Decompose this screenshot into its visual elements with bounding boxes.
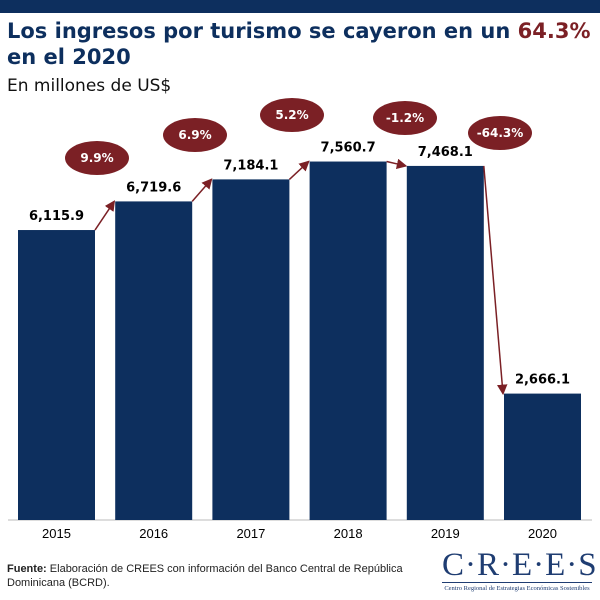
value-label-2015: 6,115.9 (29, 209, 84, 224)
growth-arrow-2 (191, 178, 213, 202)
growth-label-4: -1.2% (386, 111, 424, 125)
crees-logo: C·R·E·E·S Centro Regional de Estrategias … (442, 547, 598, 592)
growth-label-1: 9.9% (80, 151, 113, 165)
growth-label-3: 5.2% (275, 108, 308, 122)
title-text-2: en el 2020 (7, 45, 131, 69)
x-tick-2016: 2016 (139, 526, 168, 541)
bar-2015 (18, 230, 95, 520)
title-highlight: 64.3% (517, 19, 591, 43)
logo-tagline: Centro Regional de Estrategias Económica… (442, 582, 592, 592)
chart-subtitle: En millones de US$ (7, 76, 172, 96)
source-note: Fuente: Elaboración de CREES con informa… (7, 562, 447, 590)
bar-2017 (212, 179, 290, 520)
x-tick-2015: 2015 (42, 526, 71, 541)
growth-arrow-5 (483, 165, 508, 396)
top-banner (0, 0, 600, 13)
x-tick-2020: 2020 (528, 526, 557, 541)
bar-2018 (309, 161, 387, 520)
title-text: Los ingresos por turismo se cayeron en u… (7, 19, 518, 43)
growth-arrow-3 (288, 160, 310, 180)
value-label-2020: 2,666.1 (515, 373, 570, 388)
x-tick-2017: 2017 (236, 526, 265, 541)
chart-title: Los ingresos por turismo se cayeron en u… (7, 18, 597, 70)
growth-label-5: -64.3% (477, 126, 524, 140)
source-label: Fuente: (7, 563, 47, 575)
source-text: Elaboración de CREES con información del… (7, 563, 403, 589)
value-label-2019: 7,468.1 (418, 145, 473, 160)
value-label-2017: 7,184.1 (223, 158, 278, 173)
x-tick-2018: 2018 (334, 526, 363, 541)
bar-2016 (115, 201, 193, 520)
growth-bubble-2 (163, 118, 227, 152)
growth-bubble-3 (260, 98, 324, 132)
logo-name: C·R·E·E·S (442, 547, 598, 583)
growth-label-2: 6.9% (178, 128, 211, 142)
value-label-2018: 7,560.7 (321, 141, 376, 156)
growth-bubble-1 (65, 141, 129, 175)
growth-arrow-4 (386, 158, 408, 170)
value-label-2016: 6,719.6 (126, 180, 181, 195)
x-tick-2019: 2019 (431, 526, 460, 541)
growth-arrow-1 (94, 200, 116, 231)
bar-2019 (406, 165, 484, 520)
bar-2020 (504, 393, 581, 520)
growth-bubble-4 (373, 101, 437, 135)
growth-bubble-5 (468, 116, 532, 150)
